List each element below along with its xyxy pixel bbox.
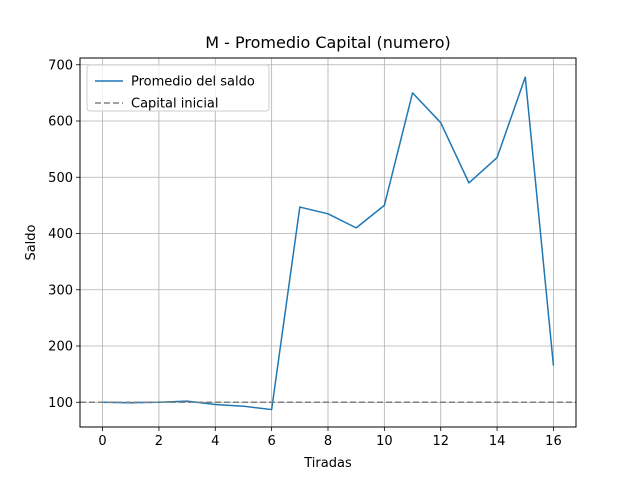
x-tick-label: 12 [432, 434, 449, 449]
y-tick-label: 300 [48, 283, 73, 298]
ticks: 0 2 4 6 8 10 12 14 16 100 200 300 400 500 600 700 [48, 58, 562, 449]
y-tick-label: 500 [48, 171, 73, 186]
y-tick-label: 600 [48, 115, 73, 130]
x-tick-label: 16 [545, 434, 562, 449]
x-tick-label: 2 [155, 434, 163, 449]
legend-label-promedio: Promedio del saldo [131, 75, 255, 90]
y-tick-label: 200 [48, 340, 73, 355]
x-tick-label: 6 [267, 434, 275, 449]
x-tick-label: 8 [324, 434, 332, 449]
y-tick-label: 400 [48, 227, 73, 242]
y-tick-label: 100 [48, 396, 73, 411]
x-tick-label: 10 [376, 434, 393, 449]
x-tick-label: 0 [98, 434, 106, 449]
legend-label-capital: Capital inicial [131, 97, 219, 112]
y-axis-label: Saldo [24, 224, 39, 260]
legend-box [86, 64, 270, 112]
x-tick-label: 4 [211, 434, 219, 449]
x-tick-label: 14 [489, 434, 506, 449]
legend: Promedio del saldo Capital inicial [86, 64, 270, 112]
series [80, 76, 576, 411]
x-axis-label: Tiradas [303, 456, 352, 471]
grid [80, 58, 576, 427]
y-tick-label: 700 [48, 58, 73, 73]
chart-title: M - Promedio Capital (numero) [205, 33, 450, 52]
